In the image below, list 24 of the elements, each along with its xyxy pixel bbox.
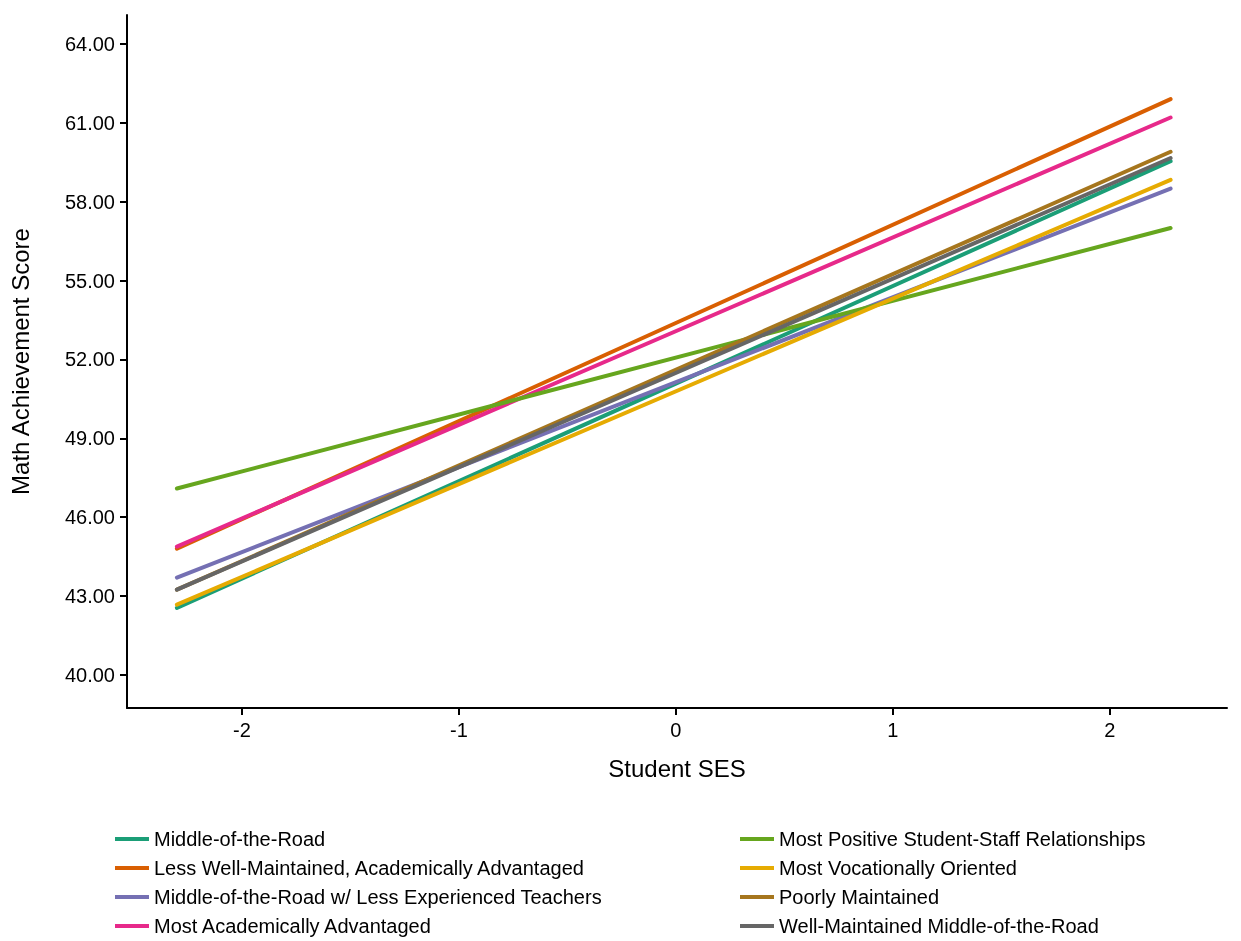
legend-label: Middle-of-the-Road — [154, 828, 326, 850]
y-tick-label: 46.00 — [64, 506, 115, 529]
legend-label: Most Academically Advantaged — [154, 915, 431, 937]
y-tick-label: 58.00 — [64, 190, 115, 213]
x-tick-label: -1 — [450, 719, 468, 741]
x-axis-title: Student SES — [608, 754, 746, 782]
y-tick-label: 61.00 — [64, 111, 115, 134]
y-tick-label: 64.00 — [64, 32, 115, 55]
legend-label: Most Positive Student-Staff Relationships — [779, 828, 1146, 850]
y-tick-label: 52.00 — [64, 348, 115, 371]
legend-label: Middle-of-the-Road w/ Less Experienced Teachers — [154, 886, 602, 908]
y-tick-label: 49.00 — [64, 427, 115, 450]
legend-label: Less Well-Maintained, Academically Advantaged — [154, 857, 584, 879]
legend-label: Most Vocationally Oriented — [779, 857, 1017, 879]
y-tick-label: 55.00 — [64, 269, 115, 292]
x-tick-label: 1 — [887, 719, 899, 741]
legend-label: Poorly Maintained — [779, 886, 940, 908]
x-tick-label: -2 — [233, 719, 251, 741]
x-tick-label: 0 — [670, 719, 682, 741]
x-tick-label: 2 — [1104, 719, 1116, 741]
y-tick-label: 43.00 — [64, 585, 115, 608]
y-tick-label: 40.00 — [64, 663, 115, 686]
legend-label: Well-Maintained Middle-of-the-Road — [779, 915, 1099, 937]
y-axis-title: Math Achievement Score — [6, 228, 34, 495]
